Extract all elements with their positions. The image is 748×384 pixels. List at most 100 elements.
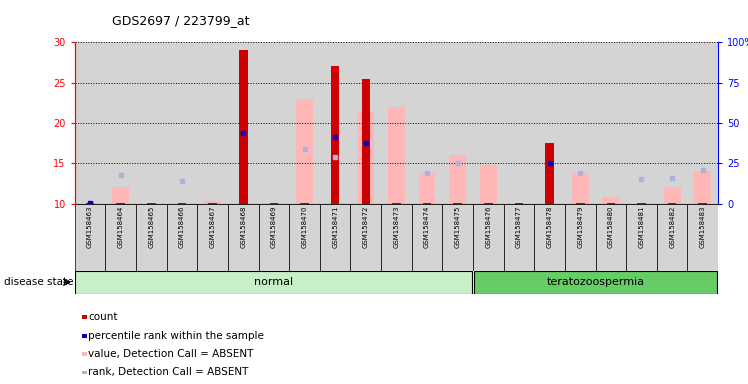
- Text: count: count: [88, 312, 117, 322]
- Bar: [178, 203, 186, 204]
- Bar: [602, 197, 619, 204]
- Bar: [480, 165, 497, 204]
- Bar: [388, 107, 405, 204]
- Text: GDS2697 / 223799_at: GDS2697 / 223799_at: [112, 14, 250, 27]
- Bar: [259, 42, 289, 204]
- Bar: [381, 204, 411, 271]
- Bar: [687, 42, 718, 204]
- Bar: [269, 203, 278, 204]
- Bar: [595, 42, 626, 204]
- Bar: [147, 203, 156, 204]
- Text: teratozoospermia: teratozoospermia: [547, 277, 645, 287]
- FancyBboxPatch shape: [75, 271, 472, 294]
- Bar: [75, 204, 105, 271]
- Bar: [296, 99, 313, 204]
- Text: GSM158468: GSM158468: [240, 205, 246, 248]
- Bar: [411, 204, 442, 271]
- Bar: [300, 203, 309, 204]
- Bar: [228, 42, 259, 204]
- Bar: [423, 203, 432, 204]
- Bar: [209, 203, 217, 204]
- Text: GSM158478: GSM158478: [547, 205, 553, 248]
- Bar: [442, 204, 473, 271]
- Bar: [392, 203, 401, 204]
- Bar: [419, 173, 435, 204]
- Bar: [358, 111, 374, 204]
- Text: GSM158463: GSM158463: [87, 205, 93, 248]
- Text: percentile rank within the sample: percentile rank within the sample: [88, 331, 264, 341]
- Bar: [637, 203, 646, 204]
- Text: GSM158471: GSM158471: [332, 205, 338, 248]
- Bar: [289, 42, 320, 204]
- Bar: [327, 203, 343, 204]
- Text: GSM158483: GSM158483: [700, 205, 706, 248]
- Bar: [565, 42, 595, 204]
- Text: GSM158472: GSM158472: [363, 205, 369, 248]
- Bar: [450, 155, 466, 204]
- Text: GSM158479: GSM158479: [577, 205, 583, 248]
- Text: GSM158467: GSM158467: [209, 205, 215, 248]
- Bar: [197, 204, 228, 271]
- Bar: [259, 204, 289, 271]
- Bar: [361, 79, 370, 204]
- Bar: [503, 42, 534, 204]
- Text: GSM158464: GSM158464: [117, 205, 123, 248]
- Bar: [136, 42, 167, 204]
- Bar: [473, 204, 503, 271]
- Bar: [167, 204, 197, 271]
- Bar: [320, 42, 351, 204]
- Bar: [320, 204, 351, 271]
- Bar: [534, 42, 565, 204]
- Bar: [381, 42, 411, 204]
- Text: GSM158474: GSM158474: [424, 205, 430, 248]
- Bar: [626, 204, 657, 271]
- Bar: [351, 42, 381, 204]
- Bar: [204, 201, 221, 204]
- Text: GSM158480: GSM158480: [608, 205, 614, 248]
- Bar: [534, 204, 565, 271]
- Text: GSM158470: GSM158470: [301, 205, 307, 248]
- Bar: [75, 42, 105, 204]
- Bar: [657, 204, 687, 271]
- Bar: [228, 204, 259, 271]
- Bar: [411, 42, 442, 204]
- Bar: [545, 143, 554, 204]
- Bar: [86, 203, 94, 204]
- Bar: [668, 203, 676, 204]
- Bar: [117, 203, 125, 204]
- Bar: [503, 204, 534, 271]
- Text: GSM158481: GSM158481: [639, 205, 645, 248]
- Text: disease state: disease state: [4, 277, 73, 287]
- Text: GSM158465: GSM158465: [148, 205, 154, 248]
- Bar: [331, 66, 340, 204]
- Bar: [565, 204, 595, 271]
- Text: GSM158466: GSM158466: [179, 205, 185, 248]
- Bar: [694, 171, 711, 204]
- Text: normal: normal: [254, 277, 293, 287]
- Bar: [112, 187, 129, 204]
- Bar: [484, 203, 493, 204]
- Bar: [626, 42, 657, 204]
- Bar: [687, 204, 718, 271]
- Bar: [571, 173, 589, 204]
- Bar: [657, 42, 687, 204]
- Text: GSM158477: GSM158477: [516, 205, 522, 248]
- Bar: [515, 203, 524, 204]
- Bar: [351, 204, 381, 271]
- Text: GSM158476: GSM158476: [485, 205, 491, 248]
- Bar: [595, 204, 626, 271]
- Bar: [197, 42, 228, 204]
- FancyBboxPatch shape: [474, 271, 717, 294]
- Bar: [453, 203, 462, 204]
- Bar: [239, 50, 248, 204]
- Bar: [699, 203, 707, 204]
- Bar: [136, 204, 167, 271]
- Bar: [105, 42, 136, 204]
- Text: GSM158473: GSM158473: [393, 205, 399, 248]
- Text: rank, Detection Call = ABSENT: rank, Detection Call = ABSENT: [88, 367, 248, 377]
- Bar: [289, 204, 320, 271]
- Bar: [473, 42, 503, 204]
- Text: GSM158469: GSM158469: [271, 205, 277, 248]
- Bar: [105, 204, 136, 271]
- Text: GSM158482: GSM158482: [669, 205, 675, 248]
